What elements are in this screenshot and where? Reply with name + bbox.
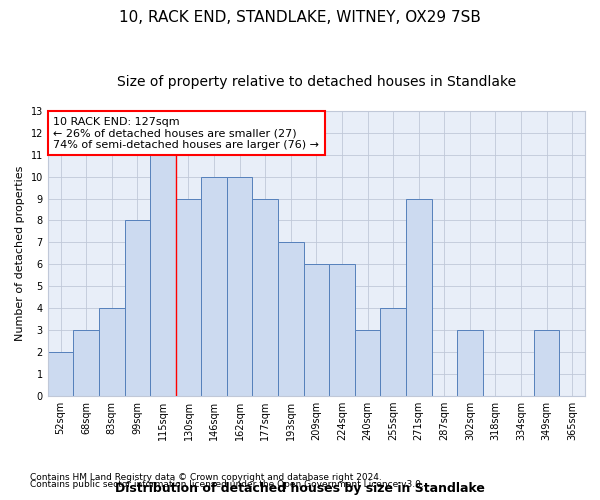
Text: 10, RACK END, STANDLAKE, WITNEY, OX29 7SB: 10, RACK END, STANDLAKE, WITNEY, OX29 7S…: [119, 10, 481, 25]
Bar: [534, 330, 559, 396]
Bar: [355, 330, 380, 396]
Bar: [304, 264, 329, 396]
Title: Size of property relative to detached houses in Standlake: Size of property relative to detached ho…: [117, 75, 516, 89]
Bar: [227, 176, 253, 396]
Bar: [48, 352, 73, 396]
Text: Contains public sector information licensed under the Open Government Licence v3: Contains public sector information licen…: [30, 480, 424, 489]
Text: Distribution of detached houses by size in Standlake: Distribution of detached houses by size …: [115, 482, 485, 495]
Bar: [253, 198, 278, 396]
Bar: [329, 264, 355, 396]
Text: 10 RACK END: 127sqm
← 26% of detached houses are smaller (27)
74% of semi-detach: 10 RACK END: 127sqm ← 26% of detached ho…: [53, 116, 319, 150]
Bar: [125, 220, 150, 396]
Bar: [201, 176, 227, 396]
Bar: [150, 155, 176, 396]
Y-axis label: Number of detached properties: Number of detached properties: [15, 166, 25, 341]
Bar: [176, 198, 201, 396]
Bar: [457, 330, 482, 396]
Bar: [406, 198, 431, 396]
Bar: [380, 308, 406, 396]
Text: Contains HM Land Registry data © Crown copyright and database right 2024.: Contains HM Land Registry data © Crown c…: [30, 472, 382, 482]
Bar: [278, 242, 304, 396]
Bar: [73, 330, 99, 396]
Bar: [99, 308, 125, 396]
